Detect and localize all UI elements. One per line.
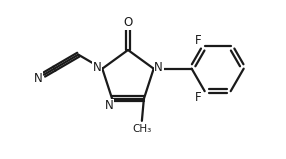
Text: N: N: [105, 99, 114, 112]
Text: CH₃: CH₃: [132, 124, 152, 134]
Text: N: N: [33, 72, 42, 85]
Text: F: F: [195, 34, 202, 47]
Text: O: O: [123, 16, 133, 29]
Text: N: N: [93, 61, 102, 74]
Text: F: F: [195, 91, 202, 104]
Text: N: N: [154, 61, 163, 74]
